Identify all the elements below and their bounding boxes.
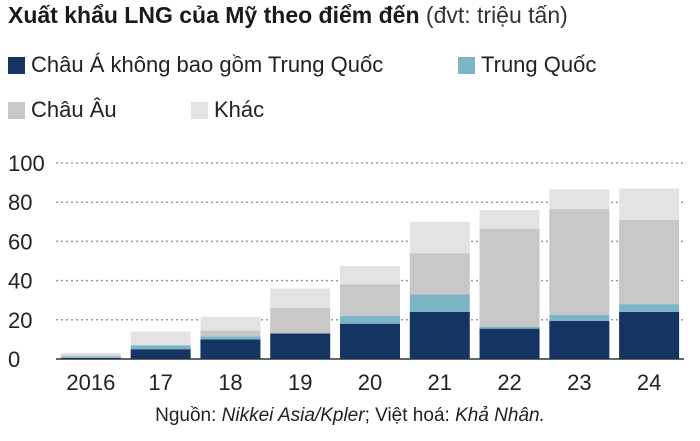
bar-segment-asia xyxy=(339,323,401,359)
legend-label-other: Khác xyxy=(214,97,265,122)
x-tick-label: 2016 xyxy=(66,370,115,395)
x-tick-label: 18 xyxy=(218,370,242,395)
bar-segment-asia xyxy=(200,339,261,359)
bar-segment-china xyxy=(479,326,540,329)
bar-segment-europe xyxy=(479,228,540,327)
bar-segment-other xyxy=(339,265,401,285)
x-tick-label: 24 xyxy=(637,370,661,395)
source-note: Nguồn: Nikkei Asia/Kpler; Việt hoá: Khả … xyxy=(0,405,700,427)
bar-segment-other xyxy=(130,331,191,346)
x-tick-label: 17 xyxy=(148,370,172,395)
y-tick-label: 0 xyxy=(8,347,20,372)
y-tick-label: 80 xyxy=(8,190,32,215)
legend-label-europe: Châu Âu xyxy=(31,97,117,122)
axis-labels: 0 20 40 60 80 100 2016 17 18 19 20 21 22 23 24 xyxy=(8,151,661,395)
x-tick-label: 21 xyxy=(428,370,452,395)
legend-label-china: Trung Quốc xyxy=(481,52,597,77)
bar-segment-other xyxy=(409,221,470,254)
bar-segment-asia xyxy=(479,328,540,359)
y-tick-label: 40 xyxy=(8,269,32,294)
x-tick-label: 20 xyxy=(358,370,382,395)
bar-segment-asia xyxy=(549,320,610,359)
chart-title-main: Xuất khẩu LNG của Mỹ theo điểm đến xyxy=(8,2,420,28)
source-name: Nikkei Asia/Kpler xyxy=(221,405,365,426)
bar-segment-china xyxy=(130,345,191,350)
bar-segment-asia xyxy=(409,311,470,359)
bar-segment-other xyxy=(200,316,261,331)
bar-segment-china xyxy=(60,357,121,359)
y-tick-label: 100 xyxy=(8,151,45,176)
y-tick-label: 60 xyxy=(8,229,32,254)
chart-title: Xuất khẩu LNG của Mỹ theo điểm đến (đvt:… xyxy=(8,2,568,29)
x-tick-label: 23 xyxy=(567,370,591,395)
bar-segment-other xyxy=(549,189,610,210)
x-tick-label: 22 xyxy=(497,370,521,395)
bar-segment-china xyxy=(409,294,470,312)
bar-segment-other xyxy=(270,288,331,309)
legend-swatch-asia xyxy=(8,56,25,74)
bar-segment-asia xyxy=(619,311,680,359)
stacked-bar-chart: 0 20 40 60 80 100 2016 17 18 19 20 21 22 23 24 xyxy=(8,151,684,395)
source-translator: Khả Nhân. xyxy=(455,405,545,426)
x-tick-label: 19 xyxy=(288,370,312,395)
legend-item-china: Trung Quốc xyxy=(458,48,596,82)
legend-item-other: Khác xyxy=(191,93,264,127)
y-tick-label: 20 xyxy=(8,308,32,333)
bar-stacks xyxy=(60,188,680,359)
bar-segment-europe xyxy=(549,209,610,315)
source-prefix: Nguồn: xyxy=(155,405,222,426)
bar-segment-china xyxy=(200,336,261,340)
bar-segment-europe xyxy=(270,308,331,334)
bar-segment-other xyxy=(619,188,680,220)
bar-segment-europe xyxy=(200,330,261,337)
bar-segment-china xyxy=(339,315,401,324)
bar-segment-europe xyxy=(619,219,680,305)
chart-title-unit: (đvt: triệu tấn) xyxy=(425,2,568,28)
bar-segment-asia xyxy=(270,333,331,359)
legend-swatch-other xyxy=(191,101,208,119)
legend-label-asia: Châu Á không bao gồm Trung Quốc xyxy=(31,52,384,77)
bar-segment-china xyxy=(549,314,610,321)
bar-segment-other xyxy=(60,353,121,356)
bar-segment-europe xyxy=(60,355,121,358)
bar-segment-other xyxy=(479,210,540,229)
legend-item-asia: Châu Á không bao gồm Trung Quốc xyxy=(8,48,383,82)
bar-segment-china xyxy=(619,304,680,312)
bar-segment-asia xyxy=(130,349,191,359)
bar-segment-asia xyxy=(60,358,121,359)
bar-segment-europe xyxy=(339,284,401,316)
bar-segment-europe xyxy=(409,253,470,295)
legend-swatch-china xyxy=(458,56,475,74)
legend-swatch-europe xyxy=(8,101,25,119)
legend-item-europe: Châu Âu xyxy=(8,93,117,127)
source-middle: ; Việt hoá: xyxy=(364,405,456,426)
